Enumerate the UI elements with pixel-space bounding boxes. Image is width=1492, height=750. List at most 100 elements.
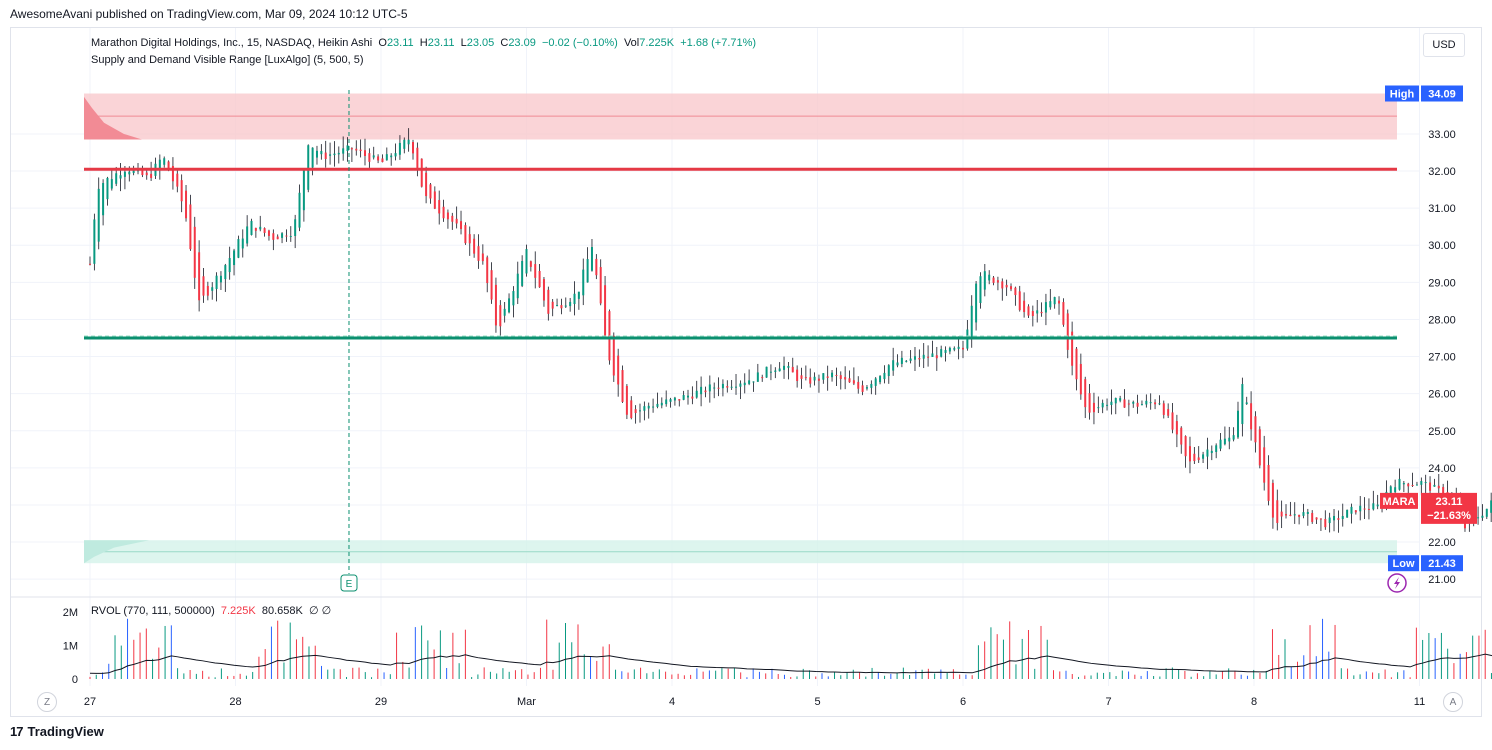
last-price-value: 23.11 xyxy=(1436,496,1463,508)
candle-body xyxy=(1298,514,1301,517)
vol-change: +1.68 (+7.71%) xyxy=(680,37,757,49)
low-badge-value-bg xyxy=(1421,555,1463,572)
y-tick-label: 27.00 xyxy=(1428,352,1456,364)
candle-body xyxy=(1215,445,1218,452)
x-tick-label: 29 xyxy=(375,696,387,708)
candle-body xyxy=(1232,435,1235,440)
currency-button[interactable]: USD xyxy=(1423,33,1465,57)
y-tick-label: 33.00 xyxy=(1428,129,1456,141)
rvol-value-3: ∅ ∅ xyxy=(308,605,332,617)
y-tick-label: 28.00 xyxy=(1428,314,1456,326)
low-label: L xyxy=(460,37,467,49)
indicator-legend[interactable]: Supply and Demand Visible Range [LuxAlgo… xyxy=(91,54,364,66)
candle-body xyxy=(804,377,807,379)
vol-label: Vol xyxy=(623,37,640,49)
candle-body xyxy=(211,287,214,291)
y-tick-label: 31.00 xyxy=(1428,203,1456,215)
candle-body xyxy=(761,377,764,379)
candle-body xyxy=(612,335,615,376)
candle-body xyxy=(254,227,257,231)
candle-body xyxy=(1040,311,1043,314)
time-axis[interactable]: 27 28 29 Mar 4 5 6 7 8 11 xyxy=(84,696,1425,708)
candle-body xyxy=(791,366,794,373)
candle-body xyxy=(473,238,476,254)
candle-body xyxy=(337,152,340,155)
candle-body xyxy=(119,175,122,179)
candle-body xyxy=(394,153,397,157)
candle-body xyxy=(455,218,458,224)
candle-body xyxy=(1188,446,1191,462)
candle-body xyxy=(577,291,580,299)
legend-title: Marathon Digital Holdings, Inc., 15, NAS… xyxy=(91,37,373,49)
candle-body xyxy=(905,360,908,362)
candle-body xyxy=(1097,407,1100,409)
tradingview-brand[interactable]: 17 TradingView xyxy=(10,724,104,739)
candle-body xyxy=(953,348,956,350)
rvol-legend[interactable]: RVOL (770, 111, 500000) 7.225K 80.658K ∅… xyxy=(91,604,331,617)
auto-scale-button[interactable]: A xyxy=(1443,692,1463,712)
candle-body xyxy=(281,233,284,238)
candle-body xyxy=(1106,404,1109,406)
candle-body xyxy=(621,370,624,402)
candle-body xyxy=(652,406,655,408)
candle-body xyxy=(276,236,279,240)
candle-body xyxy=(1302,512,1305,516)
candle-body xyxy=(883,372,886,380)
candle-body xyxy=(355,148,358,151)
candle-body xyxy=(748,380,751,384)
candle-body xyxy=(682,395,685,400)
candle-body xyxy=(660,402,663,406)
candle-body xyxy=(913,356,916,360)
candle-body xyxy=(1149,402,1152,404)
candle-body xyxy=(1206,449,1209,457)
candle-body xyxy=(831,372,834,378)
candle-body xyxy=(464,225,467,244)
candle-body xyxy=(385,154,388,161)
candle-body xyxy=(918,357,921,360)
candle-body xyxy=(1481,515,1484,518)
high-badge-value-bg xyxy=(1421,85,1463,102)
ticker-badge-bg xyxy=(1380,492,1418,509)
candle-body xyxy=(416,147,419,170)
high-badge-value: 34.09 xyxy=(1428,89,1456,101)
rvol-axis-label: 0 xyxy=(72,674,78,686)
candle-body xyxy=(944,350,947,353)
candle-body xyxy=(717,387,720,389)
high-value: 23.11 xyxy=(427,37,455,49)
candle-body xyxy=(970,305,973,340)
candle-body xyxy=(678,399,681,401)
close-value: 23.09 xyxy=(508,37,536,49)
last-price-change: −21.63% xyxy=(1427,510,1471,522)
candle-body xyxy=(1092,402,1095,413)
candle-body xyxy=(787,365,790,368)
candle-body xyxy=(590,247,593,271)
candle-body xyxy=(298,192,301,228)
x-tick-label: 4 xyxy=(669,696,675,708)
candle-body xyxy=(865,387,868,389)
candle-body xyxy=(1315,517,1318,520)
candle-body xyxy=(778,368,781,372)
candle-body xyxy=(887,365,890,377)
open-label: O xyxy=(378,37,387,49)
price-axis[interactable]: 33.00 32.00 31.00 30.00 29.00 28.00 27.00 26.00… xyxy=(1428,129,1456,586)
zoom-button[interactable]: Z xyxy=(37,692,57,712)
candle-body xyxy=(1132,401,1135,404)
candle-body xyxy=(695,390,698,398)
candle-body xyxy=(1293,514,1296,516)
rvol-axis-label: 2M xyxy=(63,607,78,619)
candle-body xyxy=(1001,281,1004,289)
candle-body xyxy=(1285,514,1288,516)
candle-body xyxy=(1193,453,1196,462)
candle-body xyxy=(1036,310,1039,314)
y-tick-label: 25.00 xyxy=(1428,426,1456,438)
candle-body xyxy=(1031,310,1034,317)
candle-body xyxy=(874,378,877,386)
candle-body xyxy=(1280,511,1283,517)
candle-body xyxy=(1071,331,1074,366)
candle-body xyxy=(1350,506,1353,514)
candle-body xyxy=(992,277,995,283)
candle-body xyxy=(1402,483,1405,485)
candle-body xyxy=(451,215,454,222)
candle-body xyxy=(398,142,401,155)
